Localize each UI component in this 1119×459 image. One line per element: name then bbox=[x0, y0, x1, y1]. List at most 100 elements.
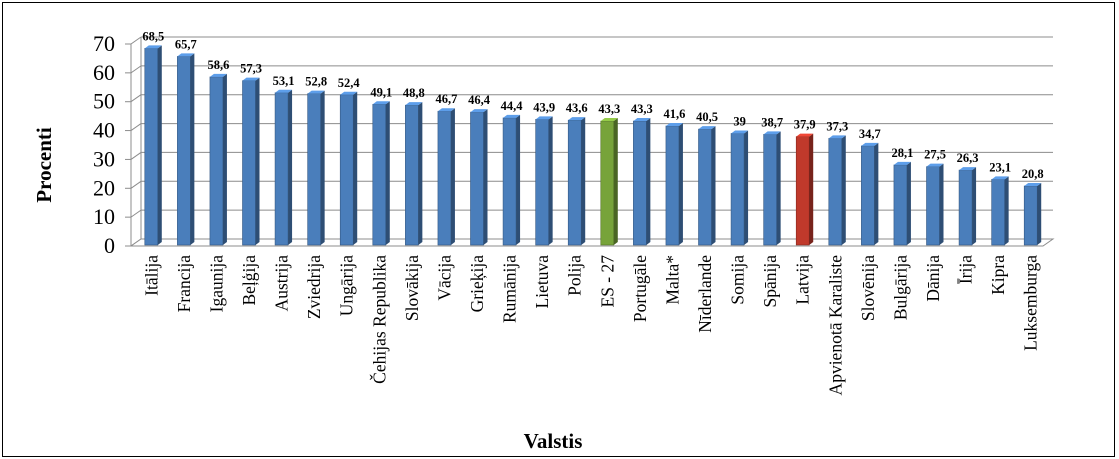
data-label: 44,4 bbox=[501, 99, 524, 113]
gridline-depth bbox=[130, 65, 142, 74]
y-tick-label: 40 bbox=[93, 118, 115, 143]
category-label: Bulgārija bbox=[890, 255, 910, 320]
bar bbox=[698, 126, 716, 246]
bar-front bbox=[209, 76, 224, 246]
bar-front bbox=[600, 120, 615, 246]
category-label: Beļģija bbox=[239, 255, 259, 306]
gridline-depth bbox=[130, 94, 142, 103]
bar-side bbox=[939, 163, 944, 245]
bar-side bbox=[809, 133, 814, 245]
bar-side bbox=[1037, 182, 1042, 245]
bar-side bbox=[450, 108, 455, 245]
bar-top bbox=[991, 176, 1009, 180]
gridline-depth bbox=[130, 180, 142, 189]
bar bbox=[502, 114, 521, 246]
data-label: 43,3 bbox=[598, 102, 620, 116]
data-label: 39 bbox=[733, 114, 746, 128]
bar-top bbox=[470, 109, 488, 113]
bar-side bbox=[874, 142, 879, 245]
bar bbox=[861, 142, 879, 246]
bar bbox=[437, 108, 455, 246]
y-tick-label: 50 bbox=[93, 89, 115, 114]
data-label: 27,5 bbox=[924, 148, 946, 162]
bar bbox=[600, 118, 618, 246]
data-label: 43,6 bbox=[566, 101, 588, 115]
data-label: 57,3 bbox=[240, 62, 262, 76]
bar-top bbox=[1024, 182, 1042, 186]
y-tick-label: 70 bbox=[93, 31, 115, 56]
bar-front bbox=[893, 164, 908, 246]
category-label: Somija bbox=[728, 255, 748, 305]
bar-side bbox=[678, 122, 683, 245]
bar-top bbox=[600, 118, 618, 122]
bar bbox=[567, 117, 586, 246]
bar bbox=[926, 163, 944, 246]
data-label: 58,6 bbox=[207, 58, 229, 72]
bar-side bbox=[190, 53, 195, 246]
bar-front bbox=[633, 120, 647, 246]
bar-top bbox=[437, 108, 455, 112]
bar-front bbox=[958, 169, 973, 246]
data-label: 37,3 bbox=[826, 119, 848, 133]
data-label: 43,9 bbox=[533, 100, 555, 114]
bar bbox=[795, 133, 814, 246]
data-label: 23,1 bbox=[989, 160, 1011, 174]
y-tick-label: 0 bbox=[104, 233, 115, 258]
data-label: 20,8 bbox=[1022, 167, 1044, 181]
data-label: 28,1 bbox=[891, 146, 913, 160]
bar-side bbox=[972, 167, 977, 245]
bar-side bbox=[744, 130, 749, 245]
data-label: 43,3 bbox=[631, 102, 653, 116]
bar-top bbox=[796, 133, 814, 137]
gridline-depth bbox=[130, 36, 142, 45]
bar-front bbox=[763, 134, 777, 246]
data-label: 48,8 bbox=[403, 86, 425, 100]
bar-front bbox=[437, 110, 452, 246]
y-tick-label: 60 bbox=[93, 60, 115, 85]
category-label: Zviedrija bbox=[304, 255, 324, 319]
data-label: 49,1 bbox=[370, 85, 392, 99]
bar-side bbox=[581, 117, 586, 245]
bar bbox=[763, 131, 781, 246]
bar bbox=[958, 167, 977, 246]
gridline-depth bbox=[130, 123, 142, 131]
category-label: Lietuva bbox=[532, 255, 552, 309]
bar-front bbox=[535, 119, 549, 246]
bar-side bbox=[613, 118, 618, 245]
bars bbox=[144, 45, 1042, 246]
bar-top bbox=[144, 45, 162, 49]
bar-top bbox=[763, 131, 781, 135]
category-label: Ungārija bbox=[337, 255, 357, 316]
bar-side bbox=[906, 161, 911, 245]
data-label: 37,9 bbox=[794, 118, 816, 132]
bar-front bbox=[470, 111, 484, 246]
category-label: Slovēnija bbox=[858, 255, 878, 321]
bar bbox=[730, 130, 749, 246]
data-label: 41,6 bbox=[663, 107, 685, 121]
bar-top bbox=[503, 114, 521, 118]
bar-side bbox=[1004, 176, 1009, 245]
bar bbox=[209, 73, 227, 246]
bar-side bbox=[646, 118, 651, 245]
bar-top bbox=[893, 161, 911, 165]
bar bbox=[991, 176, 1009, 246]
category-label: Itālija bbox=[141, 255, 161, 296]
bar-side bbox=[516, 114, 521, 245]
bar-top bbox=[275, 89, 293, 93]
category-label: Austrija bbox=[272, 255, 292, 312]
bar-side bbox=[353, 91, 358, 245]
bar-top bbox=[861, 142, 879, 146]
x-axis-title: Valstis bbox=[524, 429, 583, 453]
category-label: Kipra bbox=[988, 255, 1008, 295]
bar-side bbox=[776, 131, 781, 245]
bar bbox=[665, 122, 683, 246]
bar-side bbox=[222, 73, 227, 245]
bar-top bbox=[242, 77, 260, 81]
y-tick-label: 20 bbox=[93, 175, 115, 200]
bar-top bbox=[405, 102, 423, 106]
bar bbox=[307, 90, 325, 246]
bar bbox=[893, 161, 911, 246]
bar-side bbox=[711, 126, 716, 245]
category-label: Īrija bbox=[956, 255, 976, 284]
